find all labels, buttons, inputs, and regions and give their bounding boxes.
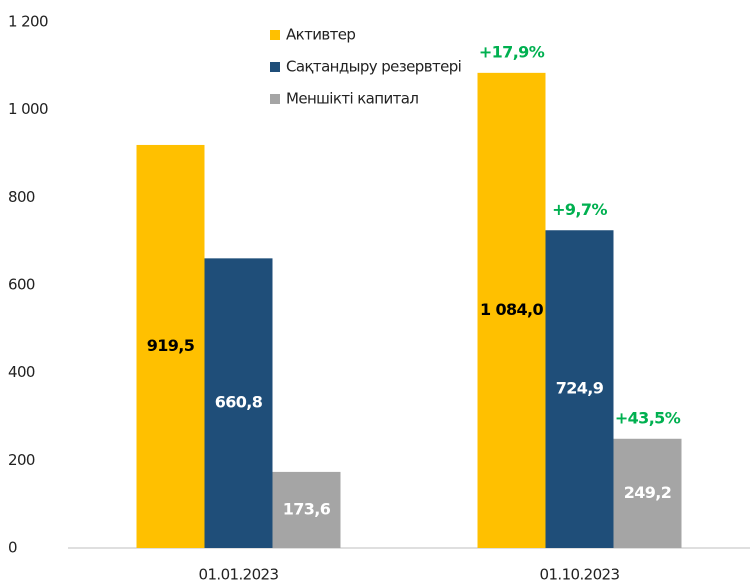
y-tick-label: 400 [8, 363, 35, 381]
legend-swatch [270, 94, 280, 104]
y-tick-label: 1 000 [8, 100, 48, 118]
value-label: 173,6 [283, 499, 331, 518]
bar [545, 230, 614, 548]
value-label: 919,5 [147, 336, 195, 355]
bar [204, 258, 273, 548]
y-tick-label: 200 [8, 451, 35, 469]
value-label: 724,9 [556, 379, 604, 398]
legend-swatch [270, 30, 280, 40]
legend-label: Меншікті капитал [286, 90, 418, 108]
legend-label: Сақтандыру резервтері [286, 58, 461, 76]
y-tick-label: 800 [8, 188, 35, 206]
bar [477, 72, 546, 548]
value-label: 1 084,0 [480, 300, 544, 319]
y-tick-label: 0 [8, 539, 17, 557]
bar [136, 144, 205, 548]
growth-label: +9,7% [552, 200, 607, 219]
bar [613, 438, 682, 548]
legend-label: Активтер [286, 26, 355, 44]
y-tick-label: 600 [8, 276, 35, 294]
legend-swatch [270, 62, 280, 72]
bar [272, 471, 341, 548]
value-label: 660,8 [215, 393, 263, 412]
value-label: 249,2 [624, 483, 672, 502]
growth-label: +17,9% [479, 42, 545, 61]
x-tick-label: 01.01.2023 [199, 566, 279, 584]
growth-label: +43,5% [615, 408, 681, 427]
x-tick-label: 01.10.2023 [540, 566, 620, 584]
y-tick-label: 1 200 [8, 13, 48, 31]
